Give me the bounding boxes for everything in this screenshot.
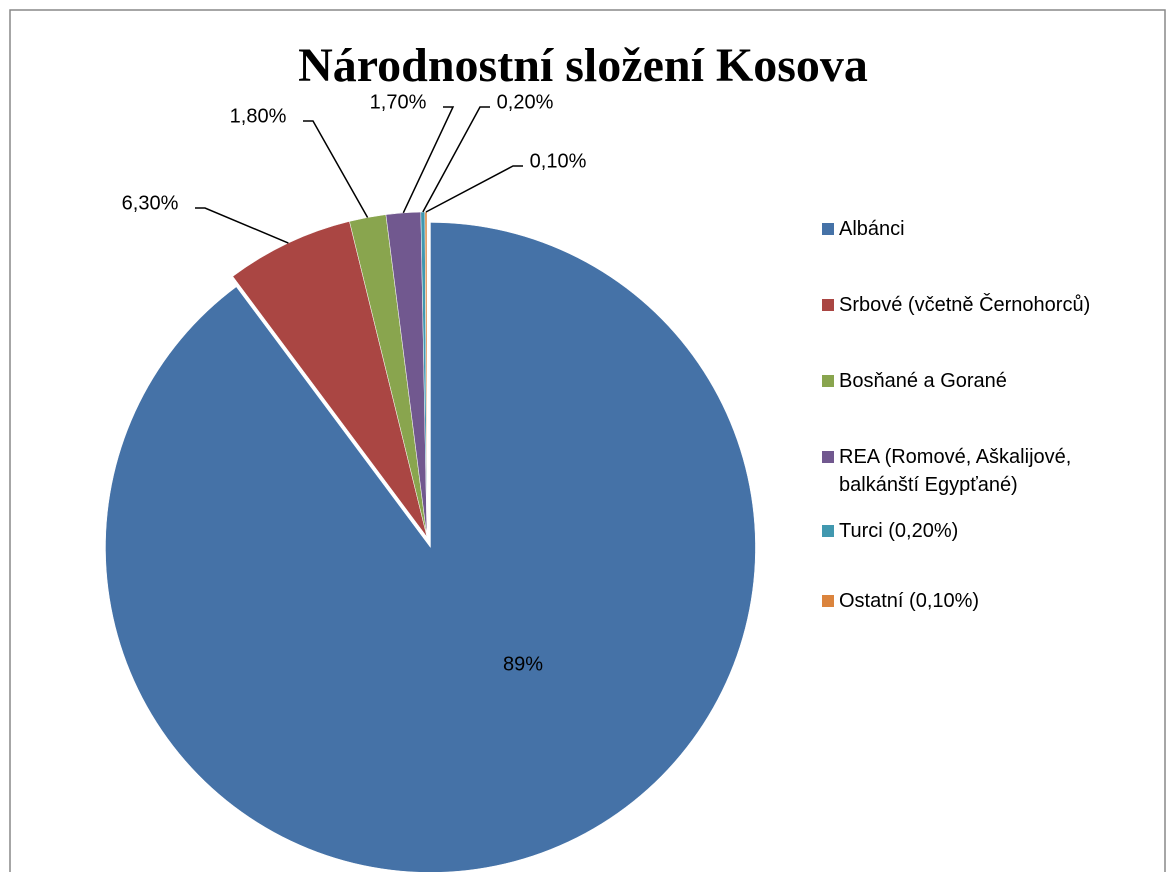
leader-line bbox=[422, 106, 490, 213]
data-label: 0,20% bbox=[497, 91, 554, 113]
leader-line bbox=[195, 207, 289, 244]
pie-slice bbox=[105, 222, 756, 872]
legend-label: REA (Romové, Aškalijové, balkánští Egypť… bbox=[839, 446, 1072, 496]
legend-swatch bbox=[822, 223, 834, 235]
data-label: 1,70% bbox=[370, 91, 427, 113]
legend-swatch bbox=[822, 299, 834, 311]
legend-label: Turci (0,20%) bbox=[839, 520, 959, 542]
data-label: 6,30% bbox=[122, 192, 179, 214]
data-label: 89% bbox=[503, 653, 543, 675]
legend-item: Turci (0,20%) bbox=[822, 517, 1152, 545]
legend-swatch bbox=[822, 375, 834, 387]
legend-item: Bosňané a Gorané bbox=[822, 367, 1152, 395]
legend-item: Ostatní (0,10%) bbox=[822, 587, 1152, 615]
legend-label: Albánci bbox=[839, 218, 905, 240]
legend-label: Ostatní (0,10%) bbox=[839, 590, 980, 612]
legend-swatch bbox=[822, 525, 834, 537]
legend-label: Bosňané a Gorané bbox=[839, 370, 1007, 392]
legend-swatch bbox=[822, 451, 834, 463]
legend-item: REA (Romové, Aškalijové, balkánští Egypť… bbox=[822, 443, 1152, 499]
leader-line bbox=[303, 120, 369, 218]
data-label: 0,10% bbox=[530, 150, 587, 172]
leader-line bbox=[425, 165, 523, 213]
chart-border bbox=[9, 9, 1166, 872]
legend-swatch bbox=[822, 595, 834, 607]
legend-label: Srbové (včetně Černohorců) bbox=[839, 294, 1091, 316]
leader-line bbox=[402, 106, 455, 214]
pie-slice bbox=[232, 221, 428, 538]
legend-item: Albánci bbox=[822, 215, 1152, 243]
chart-title: Národnostní složení Kosova bbox=[298, 39, 868, 92]
data-label: 1,80% bbox=[230, 105, 287, 127]
legend-item: Srbové (včetně Černohorců) bbox=[822, 291, 1152, 319]
